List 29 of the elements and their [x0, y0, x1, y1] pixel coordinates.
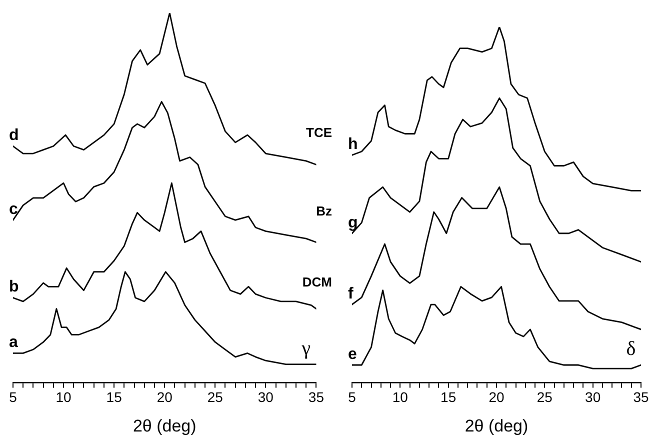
- x-tick-label: 10: [392, 389, 408, 406]
- x-tick-label: 5: [348, 389, 356, 406]
- x-tick-label: 15: [440, 389, 456, 406]
- x-tick-label: 25: [536, 389, 553, 406]
- x-axis-title: 2θ (deg): [464, 416, 528, 436]
- x-tick-label: 30: [585, 389, 601, 406]
- x-tick-label: 20: [156, 389, 173, 406]
- text: Bz: [316, 203, 332, 218]
- series-label: g: [348, 214, 358, 232]
- series-label: h: [348, 136, 358, 154]
- series-label: a: [9, 334, 18, 352]
- annotation: δ: [626, 338, 636, 360]
- x-tick-label: 5: [9, 389, 18, 406]
- x-tick-label: 15: [106, 389, 122, 406]
- x-tick-label: 30: [258, 389, 274, 406]
- x-tick-label: 25: [207, 389, 224, 406]
- x-tick-label: 35: [633, 389, 649, 406]
- series-label: d: [9, 127, 19, 144]
- x-tick-label: 35: [308, 389, 324, 406]
- series-label: e: [348, 346, 357, 364]
- series-label: b: [9, 278, 19, 296]
- annotation: TCE: [306, 125, 332, 140]
- series-label: c: [9, 201, 18, 218]
- series-label: f: [348, 286, 354, 303]
- x-axis-title: 2θ (deg): [132, 416, 196, 436]
- x-tick-label: 20: [488, 389, 504, 406]
- annotation: γ: [300, 337, 311, 360]
- x-tick-label: 10: [56, 389, 72, 406]
- annotation: DCM: [302, 274, 332, 290]
